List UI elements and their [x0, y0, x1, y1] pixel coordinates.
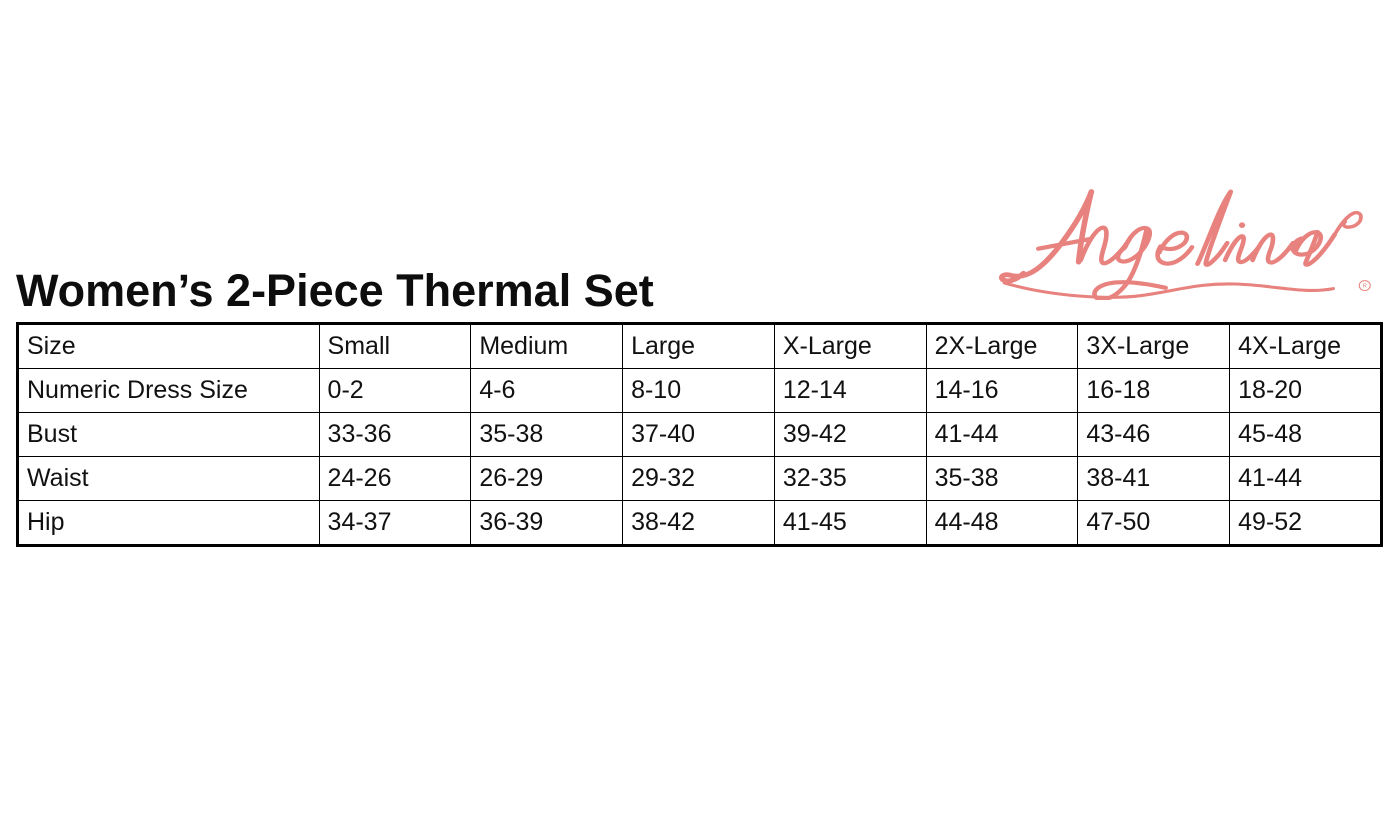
svg-text:R: R [1363, 284, 1367, 290]
